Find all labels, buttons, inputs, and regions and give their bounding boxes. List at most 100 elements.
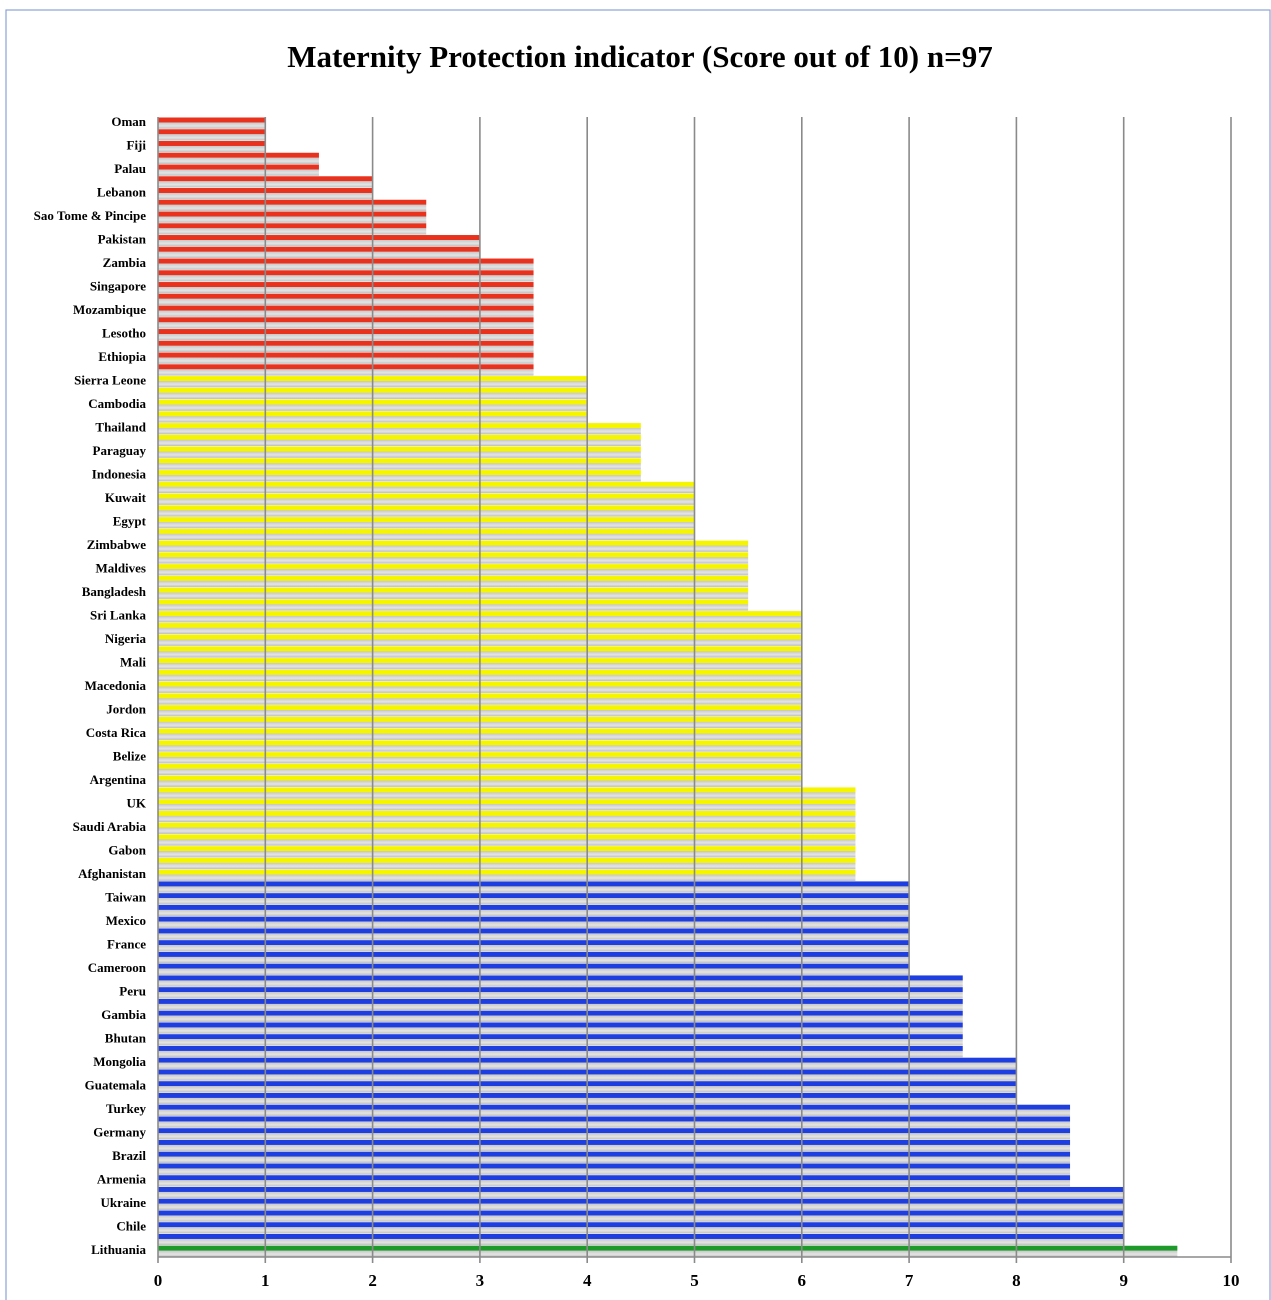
bar: [158, 857, 856, 870]
bar: [158, 881, 910, 893]
bar: [158, 493, 695, 505]
y-tick-label: Mongolia: [93, 1054, 146, 1069]
y-tick-label: Cambodia: [88, 396, 146, 411]
bar: [158, 564, 749, 576]
bar: [158, 1010, 963, 1022]
y-tick-label: Egypt: [113, 513, 147, 528]
bar: [158, 998, 963, 1011]
y-tick-label: Ethiopia: [98, 349, 146, 364]
y-tick-label: Gambia: [101, 1007, 146, 1022]
x-tick-label: 9: [1119, 1271, 1128, 1290]
bar: [158, 528, 695, 541]
y-tick-label: Turkey: [106, 1101, 146, 1116]
y-tick-label: Gabon: [108, 843, 146, 858]
bar: [158, 575, 749, 588]
bar: [158, 987, 963, 999]
bar: [158, 916, 910, 928]
bar: [158, 1116, 1071, 1128]
bar: [158, 1139, 1071, 1152]
bar: [158, 1104, 1071, 1116]
bar: [158, 1151, 1071, 1163]
y-tick-label: Ukraine: [101, 1195, 147, 1210]
bar: [158, 258, 534, 270]
bar: [158, 1045, 963, 1058]
y-tick-label: Bhutan: [105, 1031, 147, 1046]
y-tick-label: Zambia: [103, 255, 147, 270]
y-tick-label: Mali: [120, 654, 146, 669]
bar: [158, 951, 910, 964]
bar: [158, 434, 641, 447]
y-tick-label: Bangladesh: [82, 584, 147, 599]
y-tick-label: Sri Lanka: [90, 607, 146, 622]
bar: [158, 305, 534, 317]
bar: [158, 340, 534, 353]
x-tick-label: 1: [261, 1271, 270, 1290]
bar: [158, 235, 480, 247]
bar: [158, 164, 319, 176]
bar: [158, 1198, 1124, 1210]
y-tick-label: Afghanistan: [78, 866, 147, 881]
bar: [158, 458, 641, 470]
y-tick-label: Indonesia: [92, 466, 147, 481]
bar: [158, 293, 534, 306]
y-tick-label: Zimbabwe: [87, 537, 146, 552]
bar: [158, 928, 910, 940]
bar: [158, 846, 856, 858]
x-tick-label: 0: [154, 1271, 163, 1290]
bar: [158, 1128, 1071, 1140]
bar: [158, 152, 319, 165]
bar: [158, 223, 427, 235]
bar: [158, 810, 856, 823]
bar: [158, 517, 695, 529]
y-tick-label: Thailand: [95, 419, 146, 434]
y-tick-label: Kuwait: [105, 490, 147, 505]
y-tick-label: Lithuania: [91, 1242, 146, 1257]
y-tick-label: Palau: [114, 161, 146, 176]
y-tick-label: Argentina: [90, 772, 147, 787]
y-tick-label: Fiji: [127, 137, 147, 152]
bar: [158, 963, 910, 975]
y-tick-label: Sao Tome & Pincipe: [34, 208, 147, 223]
bar: [158, 199, 427, 212]
x-tick-label: 5: [690, 1271, 699, 1290]
y-tick-label: Maldives: [95, 560, 146, 575]
y-tick-label: Costa Rica: [86, 725, 147, 740]
bar: [158, 1186, 1124, 1199]
bar: [158, 423, 641, 435]
x-tick-label: 3: [476, 1271, 485, 1290]
x-tick-label: 10: [1223, 1271, 1240, 1290]
bar: [158, 540, 749, 552]
bar: [158, 446, 641, 458]
bar: [158, 1175, 1071, 1187]
bar: [158, 799, 856, 811]
bar: [158, 505, 695, 517]
frame: [5, 9, 1271, 1300]
bar: [158, 975, 963, 987]
y-tick-label: Germany: [93, 1125, 146, 1140]
y-tick-label: Mozambique: [73, 302, 146, 317]
bar: [158, 117, 266, 129]
y-tick-label: Nigeria: [105, 631, 147, 646]
bar: [158, 599, 749, 611]
y-tick-label: Brazil: [112, 1148, 146, 1163]
bar: [158, 1233, 1124, 1246]
bar: [158, 1034, 963, 1046]
bar: [158, 1222, 1124, 1234]
bar: [158, 352, 534, 364]
chart-title: Maternity Protection indicator (Score ou…: [287, 39, 993, 74]
x-tick-label: 4: [583, 1271, 592, 1290]
y-tick-label: Chile: [116, 1219, 146, 1234]
y-tick-label: Lebanon: [97, 184, 147, 199]
bar: [158, 940, 910, 952]
bar: [158, 481, 695, 494]
bar: [158, 587, 749, 599]
y-tick-label: Paraguay: [93, 443, 147, 458]
y-tick-label: Peru: [119, 984, 146, 999]
y-tick-label: Macedonia: [85, 678, 147, 693]
y-tick-label: Singapore: [90, 278, 146, 293]
y-tick-label: Belize: [113, 748, 146, 763]
bar: [158, 317, 534, 329]
y-tick-label: Pakistan: [98, 231, 147, 246]
y-tick-label: Lesotho: [102, 325, 146, 340]
bar: [158, 834, 856, 846]
